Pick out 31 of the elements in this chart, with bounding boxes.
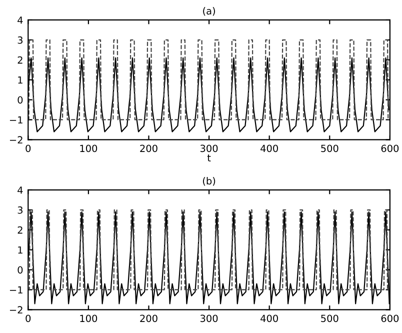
x-tick-label: 100 [80, 314, 98, 322]
y-tick-label: 3 [18, 206, 22, 214]
x-tick-label: 0 [26, 314, 31, 322]
x-tick-label: 400 [260, 144, 278, 152]
x-tick-label: 200 [140, 314, 158, 322]
y-tick-label: 0 [18, 96, 23, 104]
y-tick-label: −2 [10, 136, 22, 144]
x-tick-label: 400 [260, 314, 278, 322]
chart-title: (b) [202, 177, 216, 186]
x-tick-label: 500 [321, 314, 338, 322]
y-tick-label: 2 [18, 226, 22, 234]
x-tick-label: 500 [321, 144, 338, 152]
y-tick-label: −1 [10, 286, 22, 294]
x-tick-label: 0 [26, 144, 31, 152]
x-tick-label: 300 [200, 314, 218, 322]
y-tick-label: −2 [10, 306, 22, 314]
y-tick-label: 1 [18, 76, 22, 84]
y-tick-label: 0 [18, 266, 23, 274]
chart-title: (a) [203, 7, 215, 16]
x-axis-title: t [207, 154, 211, 162]
y-tick-label: −1 [10, 116, 22, 124]
y-tick-label: 2 [18, 56, 22, 64]
y-tick-label: 3 [18, 36, 22, 44]
x-tick-label: 300 [200, 144, 218, 152]
x-tick-label: 600 [381, 314, 399, 322]
x-tick-label: 600 [381, 144, 399, 152]
y-tick-label: 1 [18, 246, 22, 254]
x-tick-label: 100 [80, 144, 98, 152]
y-tick-label: 4 [18, 16, 23, 24]
x-tick-label: 200 [140, 144, 158, 152]
y-tick-label: 4 [18, 186, 23, 194]
